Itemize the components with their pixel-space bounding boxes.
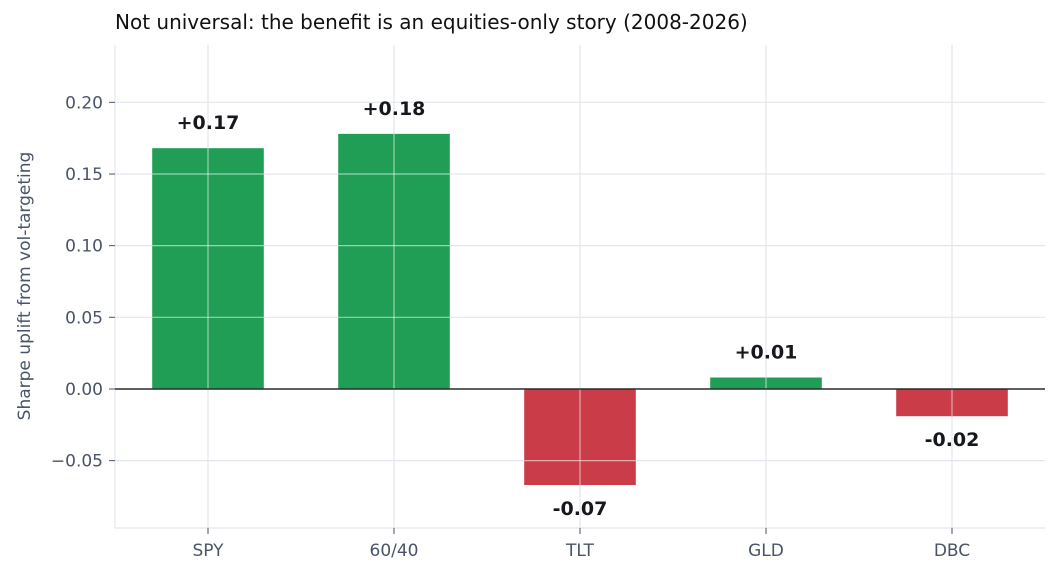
y-axis-ticks: −0.05 0.00 0.05 0.10 0.15 0.20 [51, 93, 115, 472]
x-tick-label: SPY [192, 541, 224, 561]
chart-title: Not universal: the benefit is an equitie… [115, 10, 748, 34]
data-label: +0.01 [735, 342, 798, 364]
data-label: -0.07 [553, 498, 608, 520]
bars [152, 133, 1008, 486]
y-tick-label: 0.20 [65, 93, 103, 113]
x-axis-ticks: SPY 60/40 TLT GLD DBC [192, 528, 970, 561]
data-labels: +0.17 +0.18 -0.07 +0.01 -0.02 [177, 98, 980, 520]
x-tick-label: GLD [748, 541, 784, 561]
y-tick-label: 0.00 [65, 380, 103, 400]
y-tick-label: 0.10 [65, 237, 103, 257]
x-tick-label: TLT [565, 541, 595, 561]
x-tick-label: DBC [934, 541, 970, 561]
y-tick-label: −0.05 [51, 452, 103, 472]
y-tick-label: 0.15 [65, 165, 103, 185]
y-tick-label: 0.05 [65, 308, 103, 328]
data-label: +0.17 [177, 112, 240, 134]
data-label: -0.02 [925, 429, 980, 451]
x-tick-label: 60/40 [370, 541, 419, 561]
data-label: +0.18 [363, 98, 426, 120]
y-axis-label: Sharpe uplift from vol-targeting [15, 152, 35, 421]
